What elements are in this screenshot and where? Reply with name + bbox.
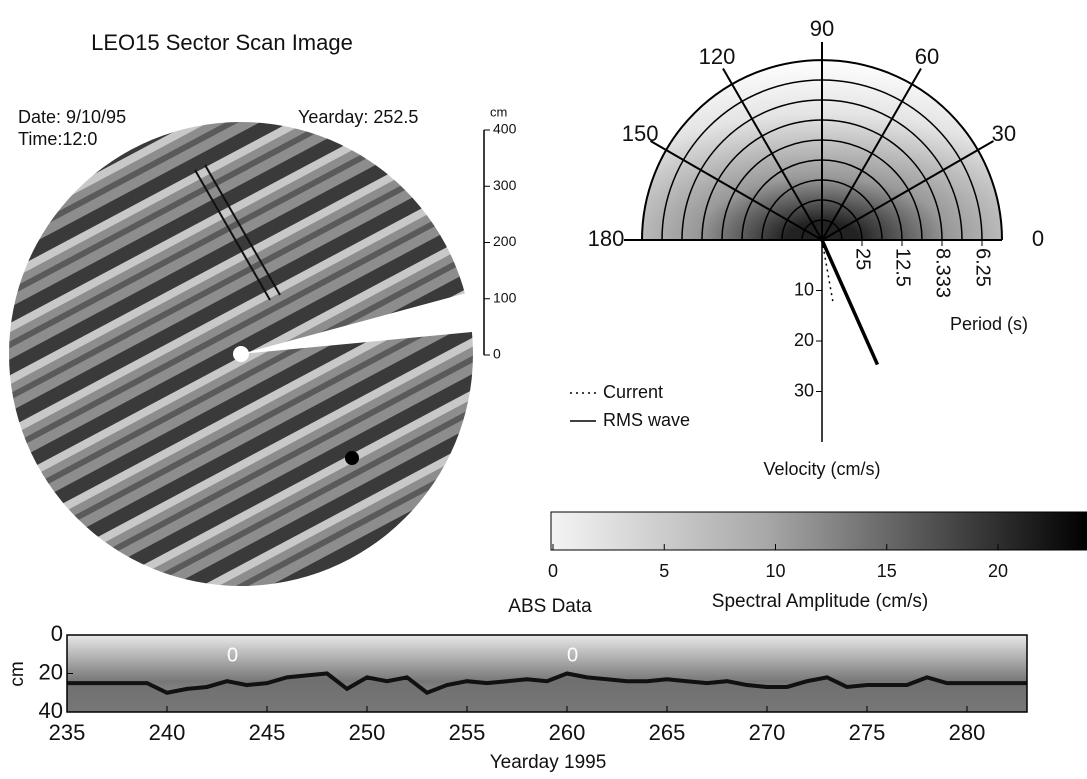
abs-x-label: Yearday 1995 [490,752,607,773]
direction-label: 180 [588,226,625,251]
abs-x-tick-label: 265 [649,720,686,745]
scale-tick-label: 0 [493,346,501,362]
abs-x-tick-label: 245 [249,720,286,745]
abs-y-tick-label: 40 [39,698,63,723]
velocity-tick-label: 30 [794,380,814,400]
scan-gap [241,292,472,354]
scan-title: LEO15 Sector Scan Image [91,30,353,55]
abs-y-tick-label: 0 [51,621,63,646]
direction-line [650,140,823,241]
direction-line [821,140,994,241]
abs-x-tick-label: 240 [149,720,186,745]
scan-time: Time:12:0 [18,129,97,149]
scale-tick-label: 200 [493,233,517,249]
abs-x-tick-label: 235 [49,720,86,745]
legend-label: Current [603,382,663,402]
abs-x-tick-label: 255 [449,720,486,745]
colorbar-tick-label: 20 [988,561,1008,581]
direction-label: 60 [915,44,939,69]
direction-label: 120 [699,44,736,69]
abs-marker: 0 [227,644,238,666]
abs-title: ABS Data [508,596,592,617]
abs-x-tick-label: 275 [849,720,886,745]
colorbar-tick-label: 5 [659,561,669,581]
direction-label: 30 [992,121,1016,146]
abs-x-tick-label: 250 [349,720,386,745]
scale-unit: cm [490,104,507,119]
velocity-tick-label: 10 [794,279,814,299]
abs-x-tick-label: 280 [949,720,986,745]
velocity-tick-label: 20 [794,330,814,350]
colorbar-tick-label: 0 [548,561,558,581]
colorbar-tick-label: 10 [765,561,785,581]
legend-label: RMS wave [603,410,690,430]
scan-center [233,346,249,362]
bed-fill [67,673,1027,712]
scale-tick-label: 400 [493,121,517,137]
abs-x-tick-label: 260 [549,720,586,745]
vector [820,239,880,366]
period-label: 25 [852,248,874,270]
direction-label: 0 [1032,226,1044,251]
scan-dot [345,451,359,465]
abs-y-label: cm [7,661,28,686]
scan-date: Date: 9/10/95 [18,107,126,127]
period-axis-label: Period (s) [950,314,1028,334]
abs-marker: 0 [567,644,578,666]
period-label: 12.5 [892,248,914,287]
scale-tick-label: 300 [493,177,517,193]
vector [821,239,835,305]
colorbar-label: Spectral Amplitude (cm/s) [712,591,928,612]
abs-x-tick-label: 270 [749,720,786,745]
bed-line [67,671,1027,696]
direction-label: 150 [622,121,659,146]
velocity-axis-label: Velocity (cm/s) [763,459,880,479]
colorbar-tick-label: 15 [877,561,897,581]
scan-yearday: Yearday: 252.5 [298,107,418,127]
colorbar [550,511,1087,551]
direction-line [722,68,823,241]
scan-feature [194,164,281,301]
scale-tick-label: 100 [493,289,517,305]
period-label: 6.25 [972,248,994,287]
direction-label: 90 [810,16,834,41]
period-label: 8.333 [932,248,954,298]
direction-line [821,68,922,241]
abs-y-tick-label: 20 [39,659,63,684]
